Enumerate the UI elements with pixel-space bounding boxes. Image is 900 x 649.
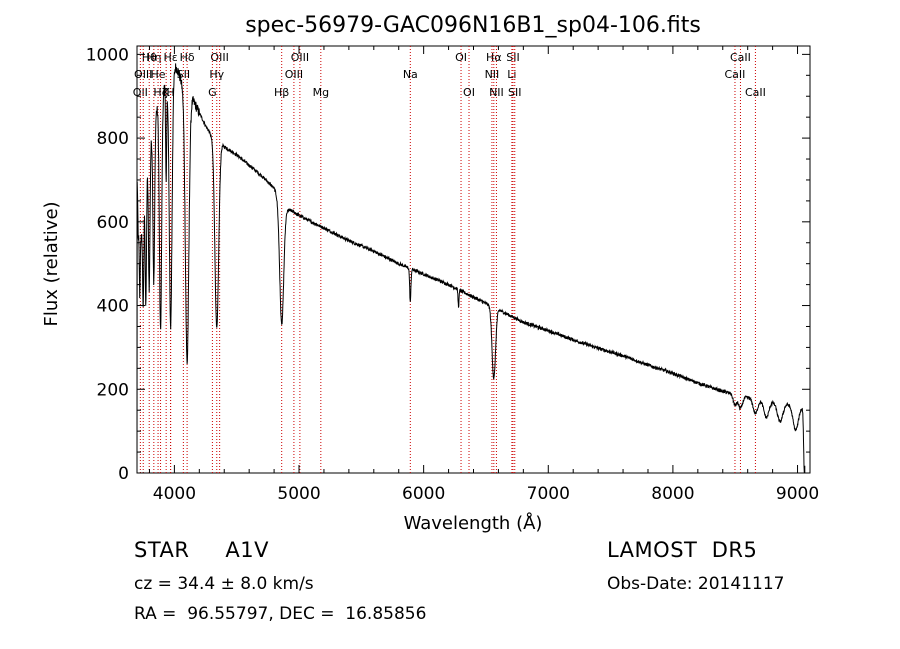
spectral-line-label: OIII	[210, 51, 228, 64]
survey-label: LAMOST DR5	[607, 538, 758, 562]
y-tick-label: 200	[97, 380, 129, 400]
spectral-line-label: Hα	[486, 51, 502, 64]
spectrum-line	[136, 63, 806, 474]
spectral-line-label: CaII	[730, 51, 751, 64]
spectral-line-label: SII	[506, 51, 519, 64]
y-tick-label: 800	[97, 129, 129, 149]
coordinates-label: RA = 96.55797, DEC = 16.85856	[134, 604, 427, 624]
spectral-line-label: He	[151, 68, 166, 81]
spectral-line-label: OIII	[291, 51, 309, 64]
spectral-line-label: OI	[455, 51, 467, 64]
spectral-line-label: NII	[485, 68, 500, 81]
spectral-line-label: K	[163, 86, 171, 99]
y-axis-label: Flux (relative)	[41, 201, 62, 326]
y-tick-label: 400	[97, 297, 129, 317]
redshift-label: cz = 34.4 ± 8.0 km/s	[134, 574, 314, 594]
spectral-line-label: Hη	[146, 51, 161, 64]
spectral-line-label: OII	[133, 86, 148, 99]
x-tick-label: 4000	[153, 484, 196, 504]
x-tick-label: 7000	[527, 484, 570, 504]
spectral-line-label: H	[166, 86, 174, 99]
spectral-line-label: OIII	[285, 68, 303, 81]
spectral-line-label: Mg	[313, 86, 329, 99]
spectral-line-label: Hε	[164, 51, 178, 64]
spectral-line-label: Na	[403, 68, 418, 81]
x-tick-label: 8000	[651, 484, 694, 504]
x-tick-label: 5000	[277, 484, 320, 504]
x-axis-label: Wavelength (Å)	[404, 512, 543, 534]
spectral-line-label: NII	[489, 86, 504, 99]
spectral-class-label: STAR A1V	[134, 538, 269, 562]
spectral-line-label: Li	[507, 68, 516, 81]
spectral-line-label: Hγ	[209, 68, 224, 81]
obs-date-label: Obs-Date: 20141117	[607, 574, 785, 594]
spectral-line-label: SII	[508, 86, 521, 99]
x-tick-label: 6000	[402, 484, 445, 504]
plot-frame	[136, 45, 811, 474]
axes: 4000 5000 6000 7000 8000 9000 0 200 400 600 800 100…	[86, 45, 819, 504]
spectral-line-label: CaII	[725, 68, 746, 81]
spectral-line-label: Hδ	[180, 51, 195, 64]
spectral-line-label: OIII	[134, 68, 152, 81]
y-tick-label: 1000	[86, 45, 129, 65]
y-tick-label: 0	[118, 464, 129, 484]
spectral-line-label: G	[208, 86, 217, 99]
spectral-line-label: Hβ	[274, 86, 289, 99]
spectral-line-label: OI	[463, 86, 475, 99]
x-tick-label: 9000	[776, 484, 819, 504]
spectral-line-label: Hθ	[142, 51, 157, 64]
chart-title: spec-56979-GAC096N16B1_sp04-106.fits	[245, 13, 701, 38]
y-tick-label: 600	[97, 213, 129, 233]
spectral-line-label: CaII	[745, 86, 766, 99]
